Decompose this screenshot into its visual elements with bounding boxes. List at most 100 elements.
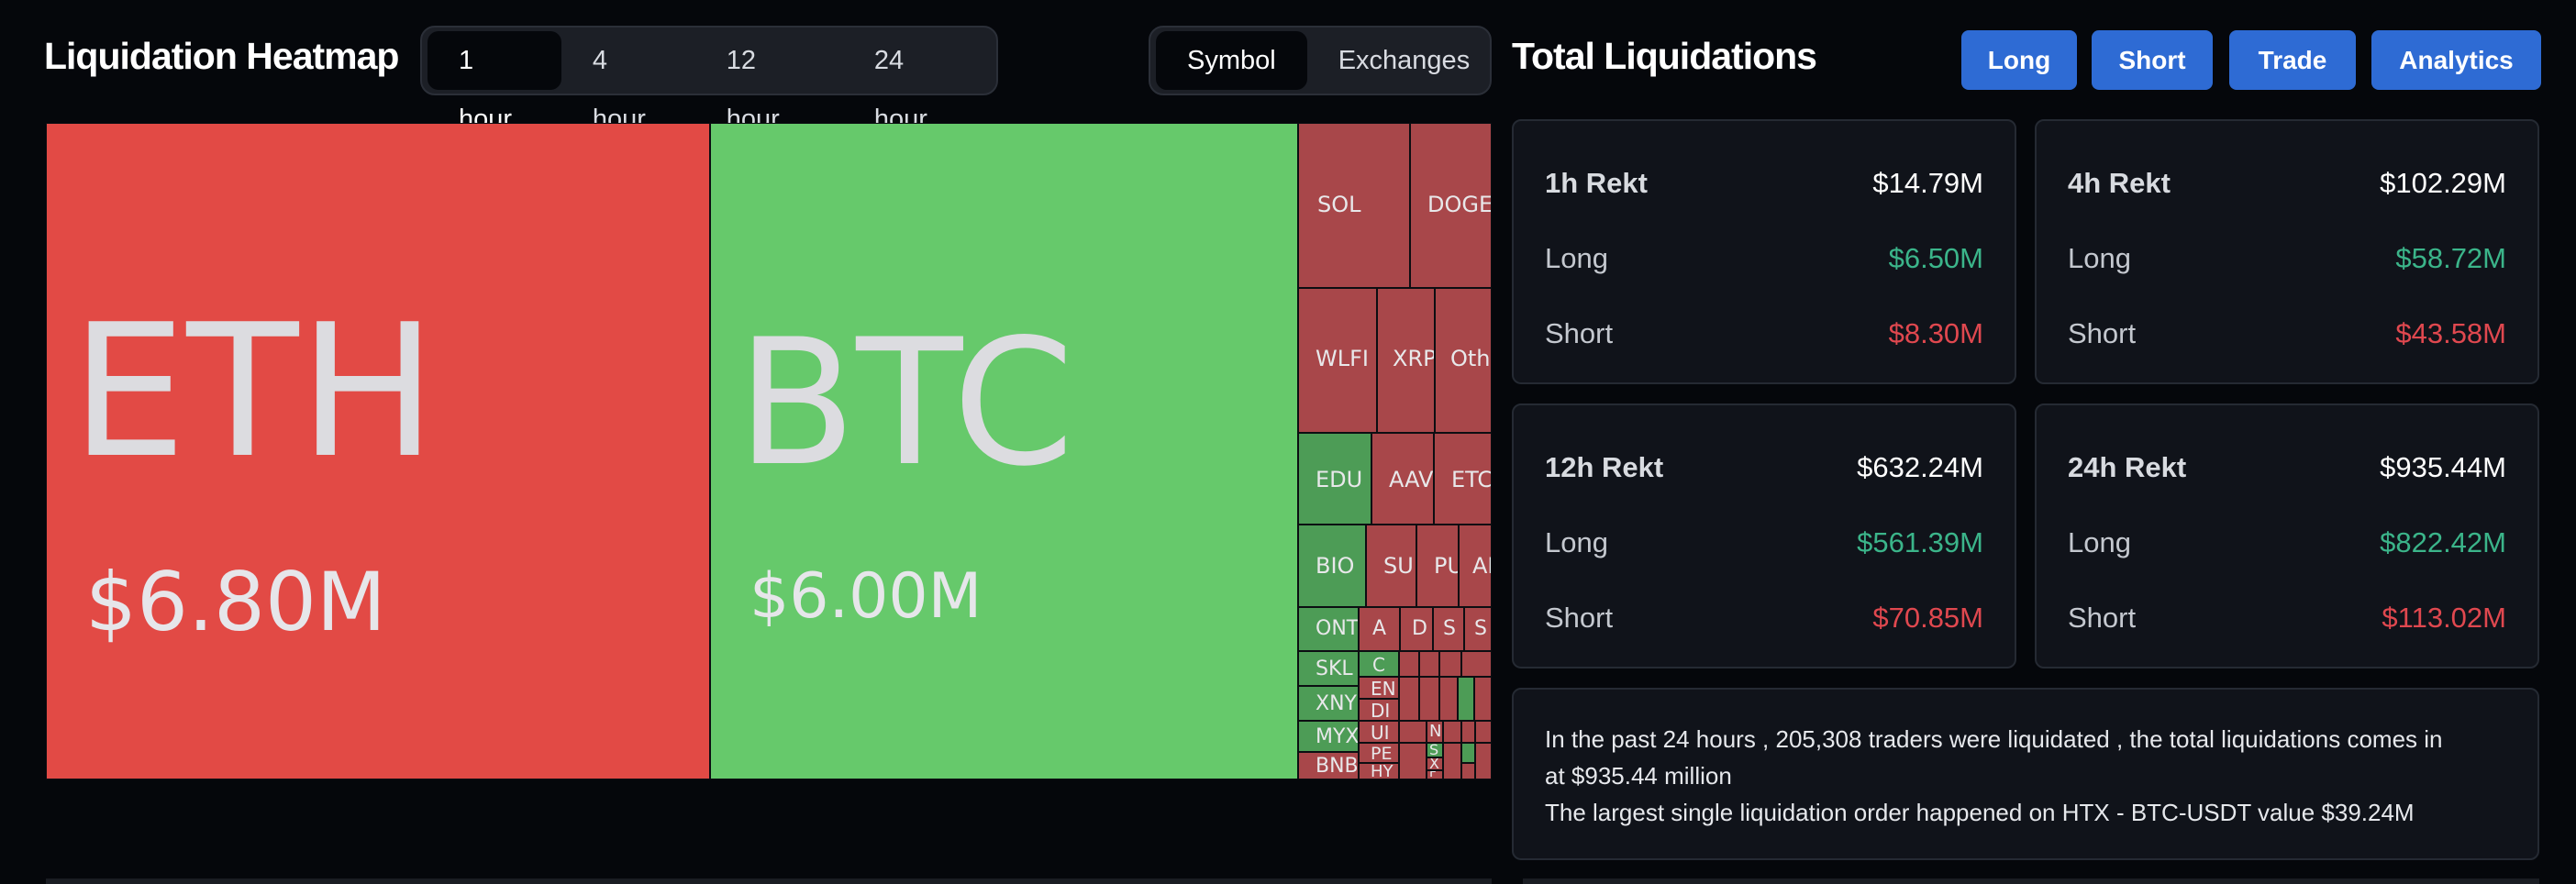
long-value: $6.50M bbox=[1888, 242, 1983, 274]
heatmap-tile-xny[interactable]: XNY bbox=[1298, 686, 1359, 721]
tile-symbol: WLFI bbox=[1316, 346, 1369, 371]
heatmap-tile-small[interactable] bbox=[1443, 721, 1461, 743]
timeframe-1-hour[interactable]: 1 hour bbox=[427, 31, 561, 134]
heatmap-tile-eth[interactable]: ETH $6.80M bbox=[46, 123, 710, 779]
heatmap-tile-small[interactable]: PE bbox=[1359, 743, 1399, 763]
heatmap-tile-etc[interactable]: ETC bbox=[1434, 433, 1492, 525]
heatmap-tile-pump[interactable]: PUMP bbox=[1416, 525, 1459, 607]
tile-symbol: ETC bbox=[1451, 467, 1492, 492]
tile-symbol: D bbox=[1412, 617, 1427, 640]
card-label: 12h Rekt bbox=[1545, 451, 1664, 483]
heatmap-tile-sui[interactable]: SUI bbox=[1366, 525, 1416, 607]
tile-symbol: S bbox=[1443, 617, 1456, 640]
tile-symbol: EN bbox=[1371, 678, 1396, 699]
view-symbol[interactable]: Symbol bbox=[1156, 31, 1307, 90]
card-label: 24h Rekt bbox=[2068, 451, 2187, 483]
tile-symbol: BTC bbox=[737, 302, 1074, 504]
tile-symbol: S bbox=[1429, 743, 1439, 757]
heatmap-tile-small[interactable] bbox=[1399, 677, 1419, 721]
long-button[interactable]: Long bbox=[1961, 30, 2077, 90]
short-value: $113.02M bbox=[2382, 602, 2506, 634]
card-short-row: Short $70.85M bbox=[1545, 600, 1983, 636]
heatmap-tile-small[interactable]: S bbox=[1464, 607, 1492, 651]
card-total: $632.24M bbox=[1857, 451, 1983, 483]
short-label: Short bbox=[1545, 602, 1614, 634]
card-header: 24h Rekt $935.44M bbox=[2068, 449, 2506, 486]
timeframe-4-hour[interactable]: 4 hour bbox=[592, 46, 646, 134]
heatmap-tile-skl[interactable]: SKL bbox=[1298, 651, 1359, 686]
heatmap-tile-wlfi[interactable]: WLFI bbox=[1298, 288, 1377, 433]
short-button[interactable]: Short bbox=[2092, 30, 2213, 90]
heatmap-tile-small[interactable] bbox=[1399, 651, 1419, 677]
tile-symbol: F bbox=[1429, 770, 1438, 779]
heatmap-tile-small[interactable] bbox=[1399, 721, 1427, 743]
tile-symbol: SOL bbox=[1317, 192, 1361, 217]
heatmap-tile-small[interactable] bbox=[1399, 743, 1427, 779]
tile-symbol: PUMP bbox=[1434, 553, 1458, 579]
analytics-button[interactable]: Analytics bbox=[2371, 30, 2541, 90]
heatmap-tile-small[interactable] bbox=[1443, 743, 1461, 779]
card-long-row: Long $6.50M bbox=[1545, 240, 1983, 277]
heatmap-tile-bnb[interactable]: BNB bbox=[1298, 752, 1359, 779]
heatmap-tile-small[interactable] bbox=[1439, 651, 1461, 677]
heatmap-tile-edu[interactable]: EDU bbox=[1298, 433, 1371, 525]
heatmap-tile-small[interactable] bbox=[1419, 677, 1439, 721]
heatmap-tile-small[interactable] bbox=[1461, 743, 1475, 763]
heatmap-tile-sol[interactable]: SOL bbox=[1298, 123, 1410, 288]
heatmap-tile-small[interactable]: EN bbox=[1359, 677, 1399, 699]
long-value: $822.42M bbox=[2380, 526, 2506, 558]
heatmap-tile-small[interactable]: S bbox=[1427, 743, 1443, 757]
tile-symbol: MYX bbox=[1316, 725, 1359, 748]
heatmap-tile-small[interactable]: A bbox=[1359, 607, 1400, 651]
heatmap-tile-small[interactable]: F bbox=[1427, 770, 1443, 779]
heatmap-tile-small[interactable]: X bbox=[1427, 757, 1443, 770]
liquidation-summary: In the past 24 hours , 205,308 traders w… bbox=[1512, 688, 2539, 860]
heatmap-tile-ont[interactable]: ONT bbox=[1298, 607, 1359, 651]
heatmap-tile-small[interactable]: N bbox=[1427, 721, 1443, 743]
timeframe-selector: 1 hour 4 hour 12 hour 24 hour bbox=[420, 26, 998, 134]
tile-symbol: ONT bbox=[1316, 617, 1359, 640]
heatmap-tile-small[interactable] bbox=[1475, 743, 1492, 779]
heatmap-tile-small[interactable] bbox=[1475, 721, 1492, 743]
short-label: Short bbox=[2068, 602, 2137, 634]
trade-button[interactable]: Trade bbox=[2229, 30, 2356, 90]
tile-symbol: HY bbox=[1371, 763, 1393, 779]
view-exchanges[interactable]: Exchanges bbox=[1338, 46, 1471, 75]
heatmap-tile-small[interactable] bbox=[1458, 677, 1474, 721]
short-value: $70.85M bbox=[1872, 602, 1983, 634]
timeframe-12-hour[interactable]: 12 hour bbox=[726, 46, 780, 134]
heatmap-tile-doge[interactable]: DOGE bbox=[1410, 123, 1492, 288]
heatmap-tile-myx[interactable]: MYX bbox=[1298, 721, 1359, 752]
card-label: 1h Rekt bbox=[1545, 167, 1648, 199]
heatmap-tile-ada[interactable]: ADA bbox=[1459, 525, 1492, 607]
heatmap-tile-btc[interactable]: BTC $6.00M bbox=[710, 123, 1298, 779]
card-header: 1h Rekt $14.79M bbox=[1545, 165, 1983, 202]
heatmap-tile-small[interactable]: UI bbox=[1359, 721, 1399, 743]
heatmap-tile-xrp[interactable]: XRP bbox=[1377, 288, 1435, 433]
heatmap-tile-small[interactable]: S bbox=[1433, 607, 1464, 651]
tile-value: $6.00M bbox=[749, 560, 983, 633]
long-label: Long bbox=[2068, 526, 2131, 558]
tile-symbol: ADA bbox=[1472, 553, 1491, 579]
heatmap-tile-small[interactable] bbox=[1419, 651, 1439, 677]
heatmap-tile-small[interactable]: C bbox=[1359, 651, 1399, 677]
heatmap-tile-small[interactable] bbox=[1461, 721, 1475, 743]
heatmap-tile-small[interactable] bbox=[1474, 677, 1492, 721]
tile-value: $6.80M bbox=[85, 555, 386, 649]
heatmap-tile-small[interactable]: DI bbox=[1359, 699, 1399, 721]
heatmap-tile-small[interactable]: HY bbox=[1359, 763, 1399, 779]
heatmap-tile-other[interactable]: Other bbox=[1435, 288, 1492, 433]
heatmap-tile-small[interactable] bbox=[1461, 651, 1492, 677]
heatmap-tile-bio[interactable]: BIO bbox=[1298, 525, 1366, 607]
heatmap-tile-small[interactable] bbox=[1439, 677, 1458, 721]
tile-symbol: BIO bbox=[1316, 553, 1355, 579]
long-label: Long bbox=[1545, 526, 1608, 558]
card-header: 12h Rekt $632.24M bbox=[1545, 449, 1983, 486]
timeframe-24-hour[interactable]: 24 hour bbox=[873, 46, 927, 134]
heatmap-tile-small[interactable]: D bbox=[1400, 607, 1433, 651]
heatmap-tile-small[interactable] bbox=[1461, 763, 1475, 779]
card-long-row: Long $58.72M bbox=[2068, 240, 2506, 277]
short-label: Short bbox=[1545, 317, 1614, 349]
